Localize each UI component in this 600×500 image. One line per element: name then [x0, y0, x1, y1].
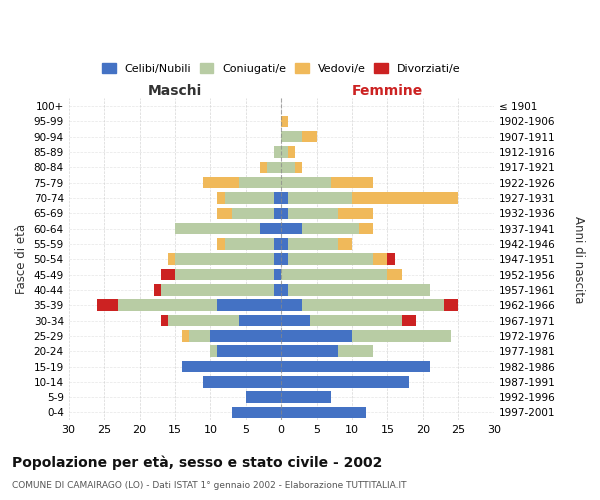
- Bar: [217, 300, 281, 311]
- Bar: [232, 406, 281, 418]
- Bar: [175, 223, 260, 234]
- Bar: [154, 284, 161, 296]
- Bar: [161, 284, 274, 296]
- Text: Femmine: Femmine: [352, 84, 423, 98]
- Y-axis label: Anni di nascita: Anni di nascita: [572, 216, 585, 303]
- Bar: [274, 146, 281, 158]
- Bar: [217, 208, 232, 219]
- Bar: [274, 269, 281, 280]
- Bar: [97, 300, 118, 311]
- Bar: [281, 146, 288, 158]
- Bar: [182, 330, 189, 342]
- Bar: [281, 406, 366, 418]
- Bar: [175, 254, 274, 265]
- Bar: [281, 192, 288, 203]
- Bar: [281, 269, 388, 280]
- Bar: [211, 346, 217, 357]
- Bar: [295, 162, 302, 173]
- Bar: [281, 330, 352, 342]
- Bar: [217, 238, 224, 250]
- Bar: [246, 392, 281, 403]
- Bar: [118, 300, 217, 311]
- Bar: [302, 131, 317, 142]
- Bar: [288, 254, 373, 265]
- Bar: [281, 254, 288, 265]
- Bar: [388, 254, 395, 265]
- Bar: [401, 315, 416, 326]
- Bar: [232, 208, 274, 219]
- Bar: [302, 223, 359, 234]
- Bar: [281, 361, 430, 372]
- Bar: [281, 162, 295, 173]
- Bar: [281, 131, 302, 142]
- Bar: [281, 392, 331, 403]
- Bar: [168, 254, 175, 265]
- Bar: [189, 330, 211, 342]
- Bar: [281, 284, 288, 296]
- Bar: [288, 208, 338, 219]
- Bar: [352, 192, 458, 203]
- Legend: Celibi/Nubili, Coniugati/e, Vedovi/e, Divorziati/e: Celibi/Nubili, Coniugati/e, Vedovi/e, Di…: [98, 59, 464, 78]
- Bar: [203, 376, 281, 388]
- Bar: [281, 376, 409, 388]
- Bar: [260, 223, 281, 234]
- Text: COMUNE DI CAMAIRAGO (LO) - Dati ISTAT 1° gennaio 2002 - Elaborazione TUTTITALIA.: COMUNE DI CAMAIRAGO (LO) - Dati ISTAT 1°…: [12, 480, 407, 490]
- Bar: [224, 238, 274, 250]
- Bar: [274, 208, 281, 219]
- Bar: [175, 269, 274, 280]
- Text: Maschi: Maschi: [148, 84, 202, 98]
- Bar: [274, 254, 281, 265]
- Bar: [281, 315, 310, 326]
- Bar: [239, 177, 281, 188]
- Y-axis label: Fasce di età: Fasce di età: [15, 224, 28, 294]
- Bar: [331, 177, 373, 188]
- Bar: [224, 192, 274, 203]
- Bar: [444, 300, 458, 311]
- Bar: [161, 315, 168, 326]
- Bar: [338, 208, 373, 219]
- Bar: [168, 315, 239, 326]
- Bar: [274, 192, 281, 203]
- Bar: [217, 192, 224, 203]
- Bar: [161, 269, 175, 280]
- Bar: [310, 315, 401, 326]
- Bar: [288, 284, 430, 296]
- Text: Popolazione per età, sesso e stato civile - 2002: Popolazione per età, sesso e stato civil…: [12, 456, 382, 470]
- Bar: [211, 330, 281, 342]
- Bar: [281, 346, 338, 357]
- Bar: [373, 254, 388, 265]
- Bar: [281, 177, 331, 188]
- Bar: [182, 361, 281, 372]
- Bar: [281, 116, 288, 127]
- Bar: [281, 208, 288, 219]
- Bar: [281, 238, 288, 250]
- Bar: [260, 162, 267, 173]
- Bar: [217, 346, 281, 357]
- Bar: [288, 192, 352, 203]
- Bar: [288, 146, 295, 158]
- Bar: [352, 330, 451, 342]
- Bar: [203, 177, 239, 188]
- Bar: [302, 300, 444, 311]
- Bar: [338, 238, 352, 250]
- Bar: [388, 269, 401, 280]
- Bar: [359, 223, 373, 234]
- Bar: [274, 284, 281, 296]
- Bar: [338, 346, 373, 357]
- Bar: [281, 223, 302, 234]
- Bar: [267, 162, 281, 173]
- Bar: [274, 238, 281, 250]
- Bar: [281, 300, 302, 311]
- Bar: [288, 238, 338, 250]
- Bar: [239, 315, 281, 326]
